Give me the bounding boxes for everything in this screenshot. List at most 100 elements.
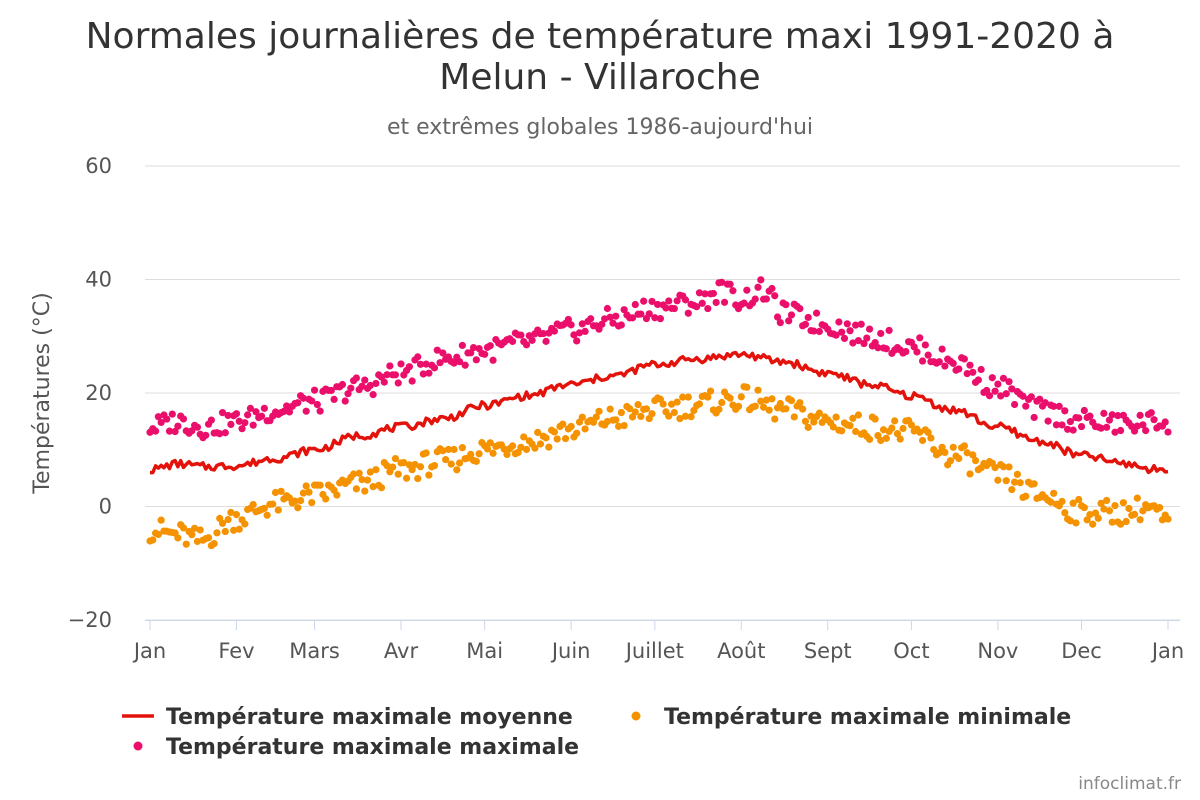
scatter-point [612,416,620,424]
scatter-point [416,360,425,368]
scatter-point [369,483,377,491]
legend-item[interactable]: Température maximale minimale [631,705,1072,730]
scatter-point [414,353,422,361]
scatter-point [960,442,969,450]
scatter-point [1058,421,1066,429]
x-tick-label: Août [717,639,765,663]
scatter-point [369,391,377,399]
scatter-point [832,331,840,339]
scatter-point [291,497,299,505]
scatter-point [297,496,305,505]
scatter-point [377,484,386,492]
scatter-point [617,321,625,329]
scatter-point [235,525,243,533]
scatter-point [503,450,511,459]
scatter-point [598,320,606,328]
scatter-point [759,403,768,411]
scatter-point [274,506,282,514]
scatter-point [1086,511,1094,519]
scatter-point [891,417,899,425]
scatter-point [1105,507,1114,515]
scatter-point [489,356,497,364]
scatter-point [974,376,982,384]
scatter-point [1133,494,1141,502]
scatter-point [191,524,199,532]
scatter-point [941,448,949,456]
scatter-point [149,536,157,544]
scatter-point [573,429,581,437]
scatter-point [846,422,854,430]
scatter-point [400,458,408,467]
chart-title-line-2: Melun - Villaroche [439,57,760,98]
scatter-point [631,408,639,416]
scatter-point [997,392,1005,400]
scatter-point [520,433,528,441]
scatter-point [1097,499,1105,507]
scatter-point [971,456,980,465]
scatter-point [550,428,559,436]
legend-label: Température maximale moyenne [166,705,573,730]
scatter-point [701,290,709,298]
scatter-point [1036,395,1044,403]
scatter-point [330,395,338,404]
y-tick-label: 40 [85,268,112,292]
scatter-point [202,431,210,439]
scatter-point [157,418,165,427]
scatter-point [165,427,174,435]
scatter-point [227,508,235,517]
scatter-point [578,320,586,328]
scatter-point [450,359,458,367]
scatter-point [888,424,896,432]
scatter-point [151,427,160,435]
scatter-point [271,488,280,497]
scatter-point [570,331,578,339]
scatter-point [754,386,762,394]
scatter-point [673,297,681,305]
x-tick-label: Fev [218,639,254,663]
scatter-point [1050,489,1058,497]
scatter-point [564,315,572,324]
scatter-point [1041,399,1049,407]
scatter-point [840,334,849,343]
scatter-point [508,337,517,346]
scatter-point [1094,514,1102,522]
scatter-point [1077,422,1086,431]
scatter-point [260,504,268,512]
scatter-point [709,289,717,298]
scatter-point [704,304,712,313]
scatter-point [684,309,692,317]
scatter-point [372,379,380,388]
scatter-point [804,313,812,322]
scatter-point [1005,378,1013,386]
scatter-point [603,417,612,426]
scatter-point [341,397,349,405]
scatter-point [637,412,645,421]
scatter-point [1164,515,1172,523]
scatter-point [578,413,586,421]
legend-item[interactable]: Température maximale maximale [133,735,580,760]
scatter-point [768,395,776,403]
scatter-point [852,427,860,436]
legend-item[interactable]: Température maximale moyenne [122,705,573,730]
scatter-point [955,454,963,463]
scatter-point [1156,504,1164,512]
scatter-point [718,278,726,286]
scatter-point [796,399,804,407]
scatter-point [1052,421,1061,429]
scatter-point [882,434,890,442]
scatter-point [391,371,400,379]
scatter-point [776,318,784,327]
scatter-point [486,439,494,447]
scatter-point [609,319,617,327]
scatter-point [935,358,943,366]
x-tick-label: Juin [550,639,591,663]
scatter-point [801,417,810,425]
scatter-point [163,415,171,423]
scatter-point [1097,424,1105,432]
scatter-point [743,286,751,294]
scatter-point [768,284,776,293]
scatter-point [559,420,567,428]
legend[interactable]: Température maximale moyenne Température … [122,705,1071,760]
scatter-point [1086,412,1094,420]
scatter-point [204,534,213,542]
